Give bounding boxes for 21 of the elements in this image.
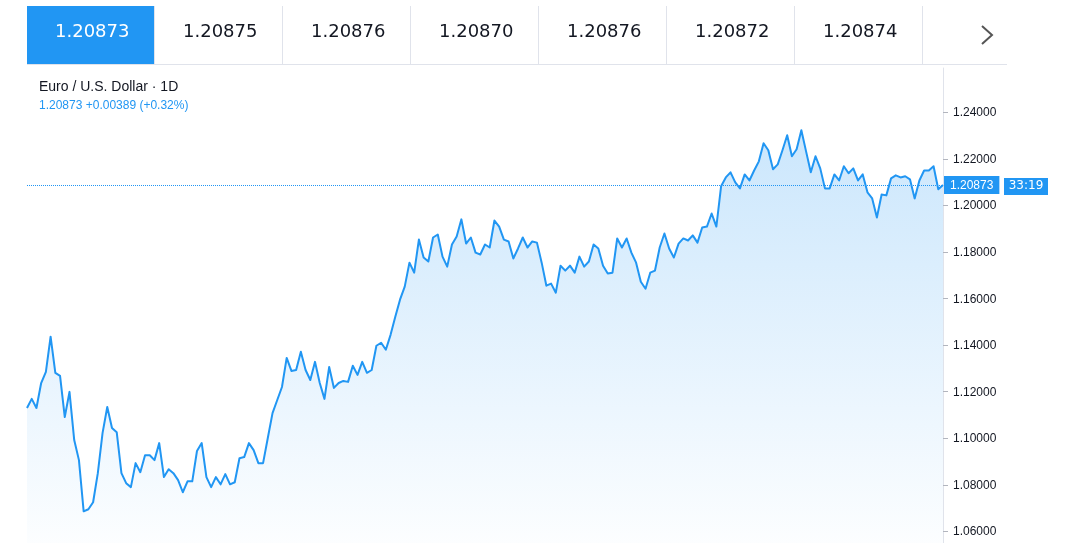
text: 1.20870 [411, 6, 539, 64]
text: 1.20872 [667, 6, 795, 64]
text: 1.20874 [795, 6, 923, 64]
text: 33:19 [1004, 178, 1048, 195]
text: 1.20876 [539, 6, 667, 64]
y-tick-label: 1.20000 [953, 198, 997, 213]
y-tick-label: 1.12000 [953, 384, 997, 399]
y-tick-label: 1.14000 [953, 338, 997, 353]
ref-line-label: 1.20873 [950, 178, 994, 193]
text: 1.20873 [27, 6, 155, 64]
y-tick-label: 1.18000 [953, 244, 997, 259]
text: 1.20873 +0.00389 (+0.32%) [39, 98, 189, 112]
y-tick-label: 1.10000 [953, 431, 997, 446]
y-tick-label: 1.22000 [953, 151, 997, 166]
y-tick-label: 1.06000 [953, 524, 997, 539]
text: Euro / U.S. Dollar · 1D [39, 78, 179, 94]
y-tick-label: 1.16000 [953, 291, 997, 306]
text: 1.20876 [283, 6, 411, 64]
y-tick-label: 1.24000 [953, 105, 997, 120]
y-tick-label: 1.08000 [953, 477, 997, 492]
text: 1.20875 [155, 6, 283, 64]
